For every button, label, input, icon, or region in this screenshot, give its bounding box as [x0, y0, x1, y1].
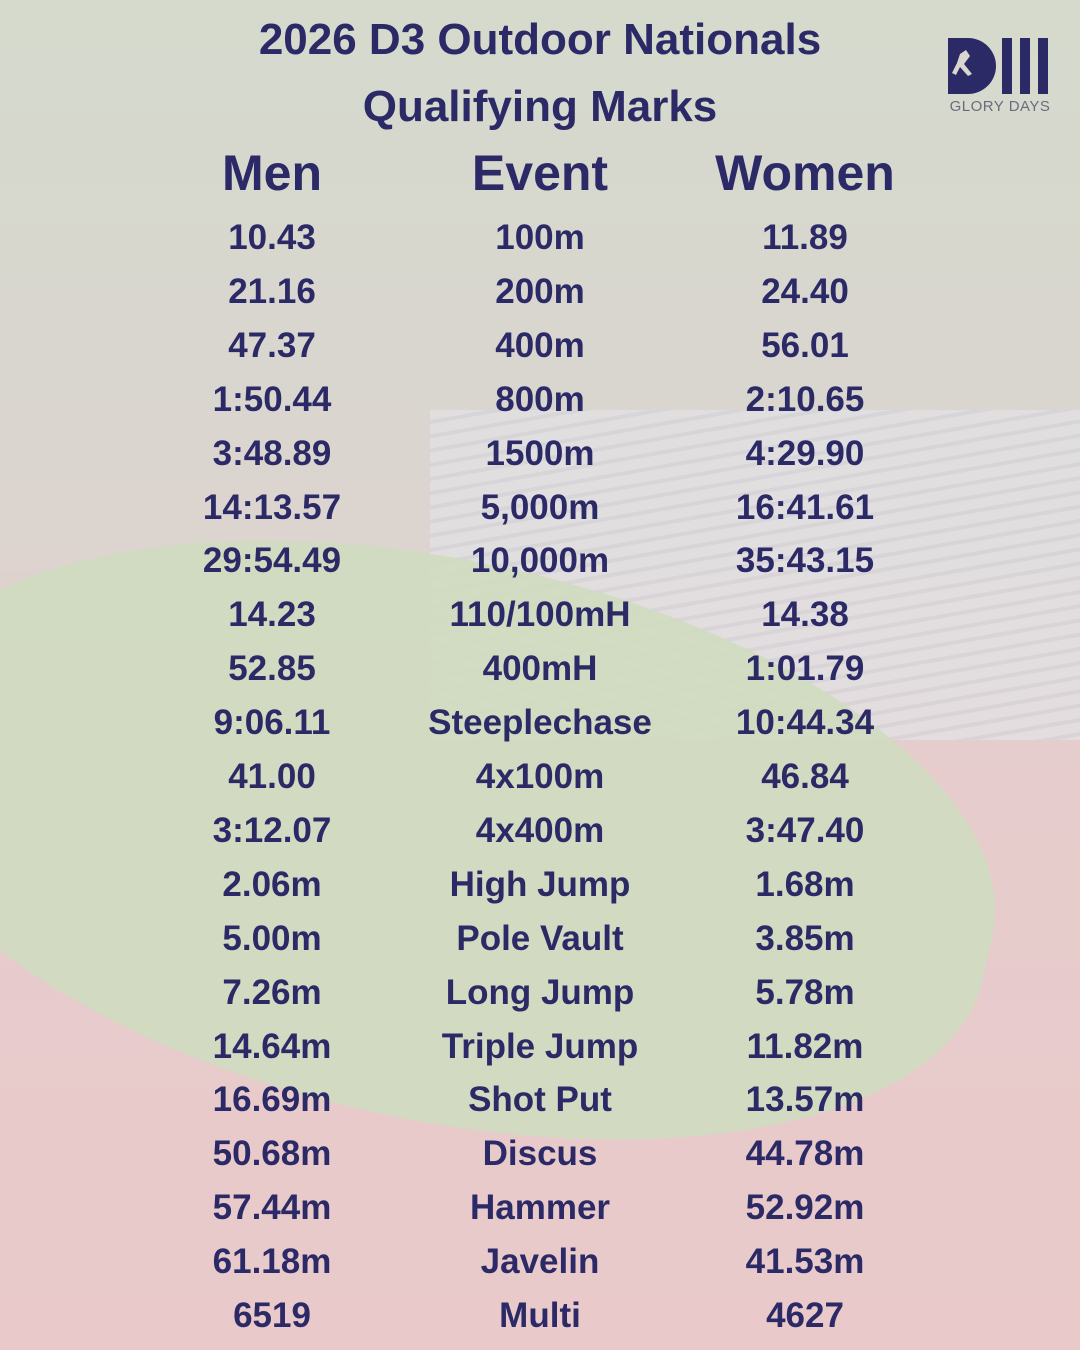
- women-mark: 11.89: [762, 218, 848, 257]
- event-name: 200m: [495, 271, 585, 311]
- title: Qualifying Marks: [362, 82, 718, 131]
- event-name: Pole Vault: [456, 918, 624, 958]
- event-name: 1500m: [485, 433, 595, 473]
- event-name: Discus: [482, 1134, 598, 1174]
- men-mark: 2.06m: [222, 864, 322, 904]
- men-mark: 3:48.89: [212, 433, 332, 473]
- men-mark: 16.69m: [212, 1080, 332, 1120]
- women-mark: 52.92m: [745, 1188, 865, 1228]
- women-mark: 1:01.79: [745, 649, 865, 689]
- column-header: Event: [471, 145, 609, 201]
- men-mark: 14:13.57: [202, 487, 342, 527]
- men-mark: 14.64m: [212, 1026, 332, 1066]
- event-name: Steeplechase: [428, 703, 652, 743]
- event-name: 400m: [495, 325, 585, 365]
- men-mark: 9:06.11: [213, 703, 331, 743]
- event-name: Shot Put: [468, 1080, 612, 1120]
- logo: GLORY DAYS: [946, 36, 1056, 120]
- women-mark: 35:43.15: [735, 541, 875, 581]
- women-mark: 46.84: [761, 757, 849, 796]
- event-name: Multi: [499, 1296, 581, 1335]
- women-mark: 3.85m: [755, 918, 855, 958]
- men-mark: 29:54.49: [202, 541, 342, 581]
- men-mark: 50.68m: [212, 1134, 332, 1174]
- column-header: Men: [222, 145, 322, 201]
- men-mark: 21.16: [228, 271, 316, 311]
- column-header: Women: [715, 145, 895, 201]
- men-mark: 61.18m: [212, 1242, 332, 1282]
- event-name: 110/100mH: [449, 595, 631, 635]
- women-mark: 24.40: [761, 271, 849, 311]
- event-name: Triple Jump: [441, 1026, 639, 1066]
- women-mark: 16:41.61: [735, 487, 875, 527]
- event-name: 4x100m: [475, 757, 605, 796]
- women-mark: 2:10.65: [745, 379, 865, 419]
- event-name: 100m: [495, 218, 585, 257]
- event-name: 5,000m: [480, 487, 600, 527]
- men-mark: 6519: [233, 1296, 311, 1335]
- event-name: 400mH: [482, 649, 598, 689]
- event-name: Long Jump: [445, 972, 635, 1012]
- women-mark: 1.68m: [755, 864, 855, 904]
- women-mark: 13.57m: [745, 1080, 865, 1120]
- men-mark: 3:12.07: [212, 810, 332, 850]
- event-name: 4x400m: [475, 810, 605, 850]
- women-mark: 4:29.90: [745, 433, 865, 473]
- logo-mark: [948, 38, 1048, 94]
- women-mark: 11.82m: [746, 1026, 864, 1066]
- event-name: High Jump: [449, 864, 631, 904]
- men-mark: 52.85: [228, 649, 316, 689]
- logo-label: GLORY DAYS: [949, 98, 1051, 115]
- event-name: Javelin: [480, 1242, 600, 1282]
- women-mark: 44.78m: [745, 1134, 865, 1174]
- women-mark: 56.01: [761, 325, 849, 365]
- event-name: 800m: [495, 379, 585, 419]
- women-mark: 3:47.40: [745, 810, 865, 850]
- men-mark: 1:50.44: [212, 379, 332, 419]
- women-mark: 5.78m: [755, 972, 855, 1012]
- men-mark: 10.43: [228, 218, 316, 257]
- event-name: Hammer: [469, 1188, 611, 1228]
- men-mark: 5.00m: [222, 918, 322, 958]
- men-mark: 57.44m: [212, 1188, 332, 1228]
- men-mark: 14.23: [228, 595, 316, 635]
- women-mark: 4627: [766, 1296, 844, 1335]
- women-mark: 10:44.34: [735, 703, 875, 743]
- women-mark: 14.38: [761, 595, 849, 635]
- men-mark: 7.26m: [222, 972, 322, 1012]
- women-mark: 41.53m: [745, 1242, 865, 1282]
- title: 2026 D3 Outdoor Nationals: [258, 15, 822, 64]
- event-name: 10,000m: [470, 541, 610, 581]
- men-mark: 41.00: [228, 757, 316, 796]
- men-mark: 47.37: [228, 325, 316, 365]
